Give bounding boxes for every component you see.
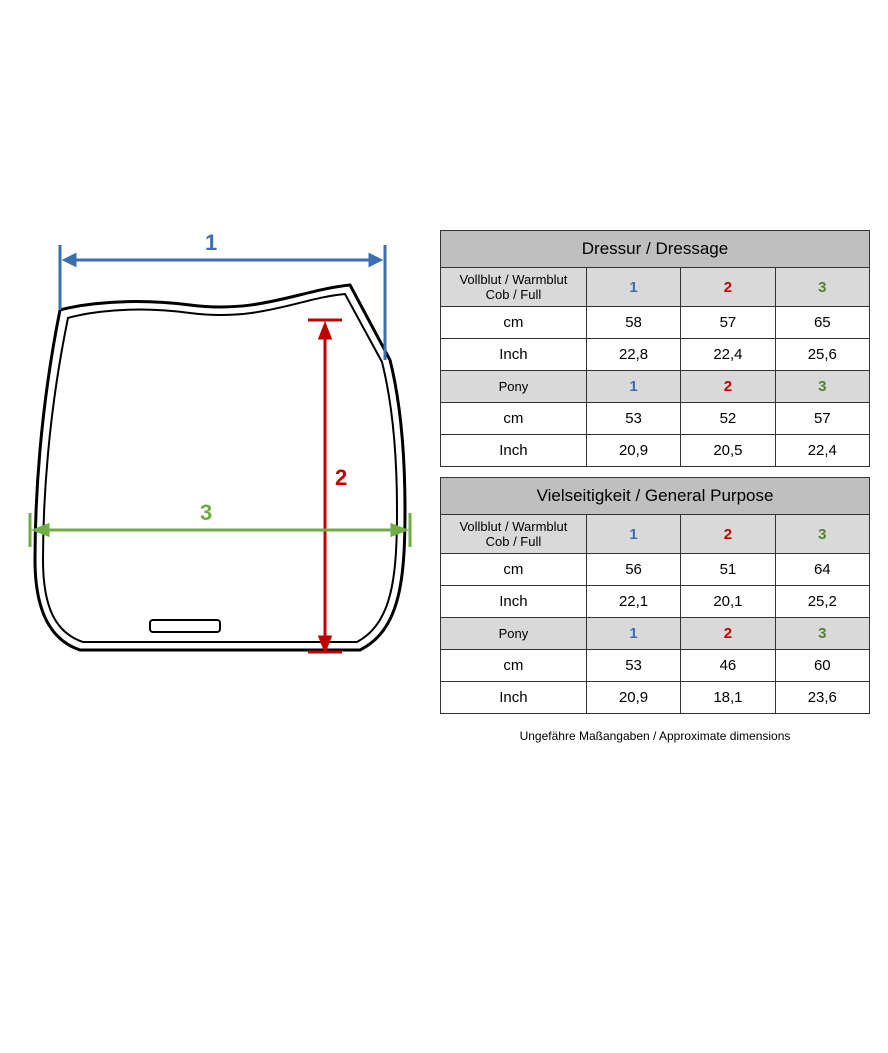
t2-r2-3: 25,2 xyxy=(775,586,869,618)
t2-h2-2: 2 xyxy=(681,618,775,650)
main-container: 1 2 3 Dressur / Dressage Vollblut / Warm… xyxy=(0,0,888,743)
t2-r3-1: 53 xyxy=(586,650,680,682)
t2-r4-u: Inch xyxy=(441,682,587,714)
t2-h2-size: Pony xyxy=(441,618,587,650)
t1-r4-3: 22,4 xyxy=(775,435,869,467)
dressage-table: Dressur / Dressage Vollblut / Warmblut C… xyxy=(440,230,870,467)
t1-r2-3: 25,6 xyxy=(775,339,869,371)
t2-r3-u: cm xyxy=(441,650,587,682)
t2-r1-3: 64 xyxy=(775,554,869,586)
t2-r3-3: 60 xyxy=(775,650,869,682)
t2-h1-1: 1 xyxy=(586,515,680,554)
t1-h2-1: 1 xyxy=(586,371,680,403)
t1-r4-2: 20,5 xyxy=(681,435,775,467)
gp-table: Vielseitigkeit / General Purpose Vollblu… xyxy=(440,477,870,714)
t2-h1-size: Vollblut / Warmblut Cob / Full xyxy=(441,515,587,554)
t1-h1-size: Vollblut / Warmblut Cob / Full xyxy=(441,268,587,307)
size-tables: Dressur / Dressage Vollblut / Warmblut C… xyxy=(440,230,870,743)
t1-h2-3: 3 xyxy=(775,371,869,403)
t1-r1-3: 65 xyxy=(775,307,869,339)
dim-label-2: 2 xyxy=(335,465,347,491)
t1-h1-3: 3 xyxy=(775,268,869,307)
t1-r4-u: Inch xyxy=(441,435,587,467)
t2-h1-3: 3 xyxy=(775,515,869,554)
t2-r4-1: 20,9 xyxy=(586,682,680,714)
t1-h1-1: 1 xyxy=(586,268,680,307)
t1-r1-1: 58 xyxy=(586,307,680,339)
t1-r2-u: Inch xyxy=(441,339,587,371)
t1-r1-2: 57 xyxy=(681,307,775,339)
t2-r2-2: 20,1 xyxy=(681,586,775,618)
t2-h2-3: 3 xyxy=(775,618,869,650)
saddle-diagram: 1 2 3 xyxy=(10,230,420,710)
t2-h1-2: 2 xyxy=(681,515,775,554)
t2-title: Vielseitigkeit / General Purpose xyxy=(441,478,870,515)
t2-r1-2: 51 xyxy=(681,554,775,586)
t1-r2-1: 22,8 xyxy=(586,339,680,371)
t2-r1-u: cm xyxy=(441,554,587,586)
t1-h1-2: 2 xyxy=(681,268,775,307)
t2-r1-1: 56 xyxy=(586,554,680,586)
dim-label-1: 1 xyxy=(205,230,217,256)
t1-r3-u: cm xyxy=(441,403,587,435)
t2-r4-2: 18,1 xyxy=(681,682,775,714)
footnote: Ungefähre Maßangaben / Approximate dimen… xyxy=(440,729,870,743)
t1-r3-2: 52 xyxy=(681,403,775,435)
t2-r4-3: 23,6 xyxy=(775,682,869,714)
t2-h2-1: 1 xyxy=(586,618,680,650)
t2-r2-1: 22,1 xyxy=(586,586,680,618)
t1-r3-3: 57 xyxy=(775,403,869,435)
dim-label-3: 3 xyxy=(200,500,212,526)
t1-h2-size: Pony xyxy=(441,371,587,403)
t1-r4-1: 20,9 xyxy=(586,435,680,467)
t1-h2-2: 2 xyxy=(681,371,775,403)
t1-r2-2: 22,4 xyxy=(681,339,775,371)
t2-r3-2: 46 xyxy=(681,650,775,682)
t1-r1-u: cm xyxy=(441,307,587,339)
t1-title: Dressur / Dressage xyxy=(441,231,870,268)
t2-r2-u: Inch xyxy=(441,586,587,618)
t1-r3-1: 53 xyxy=(586,403,680,435)
